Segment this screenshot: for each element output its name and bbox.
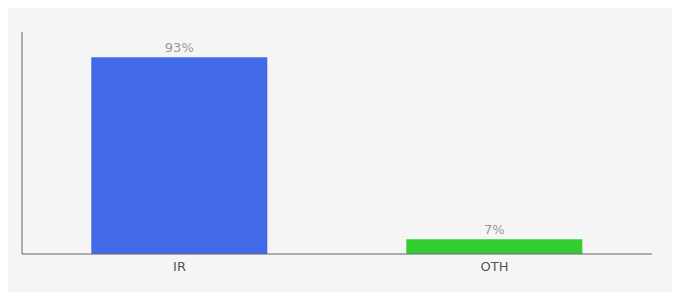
- svg-text:IR: IR: [173, 259, 186, 274]
- svg-text:OTH: OTH: [481, 259, 509, 274]
- svg-text:93%: 93%: [165, 40, 194, 55]
- svg-text:7%: 7%: [484, 222, 505, 237]
